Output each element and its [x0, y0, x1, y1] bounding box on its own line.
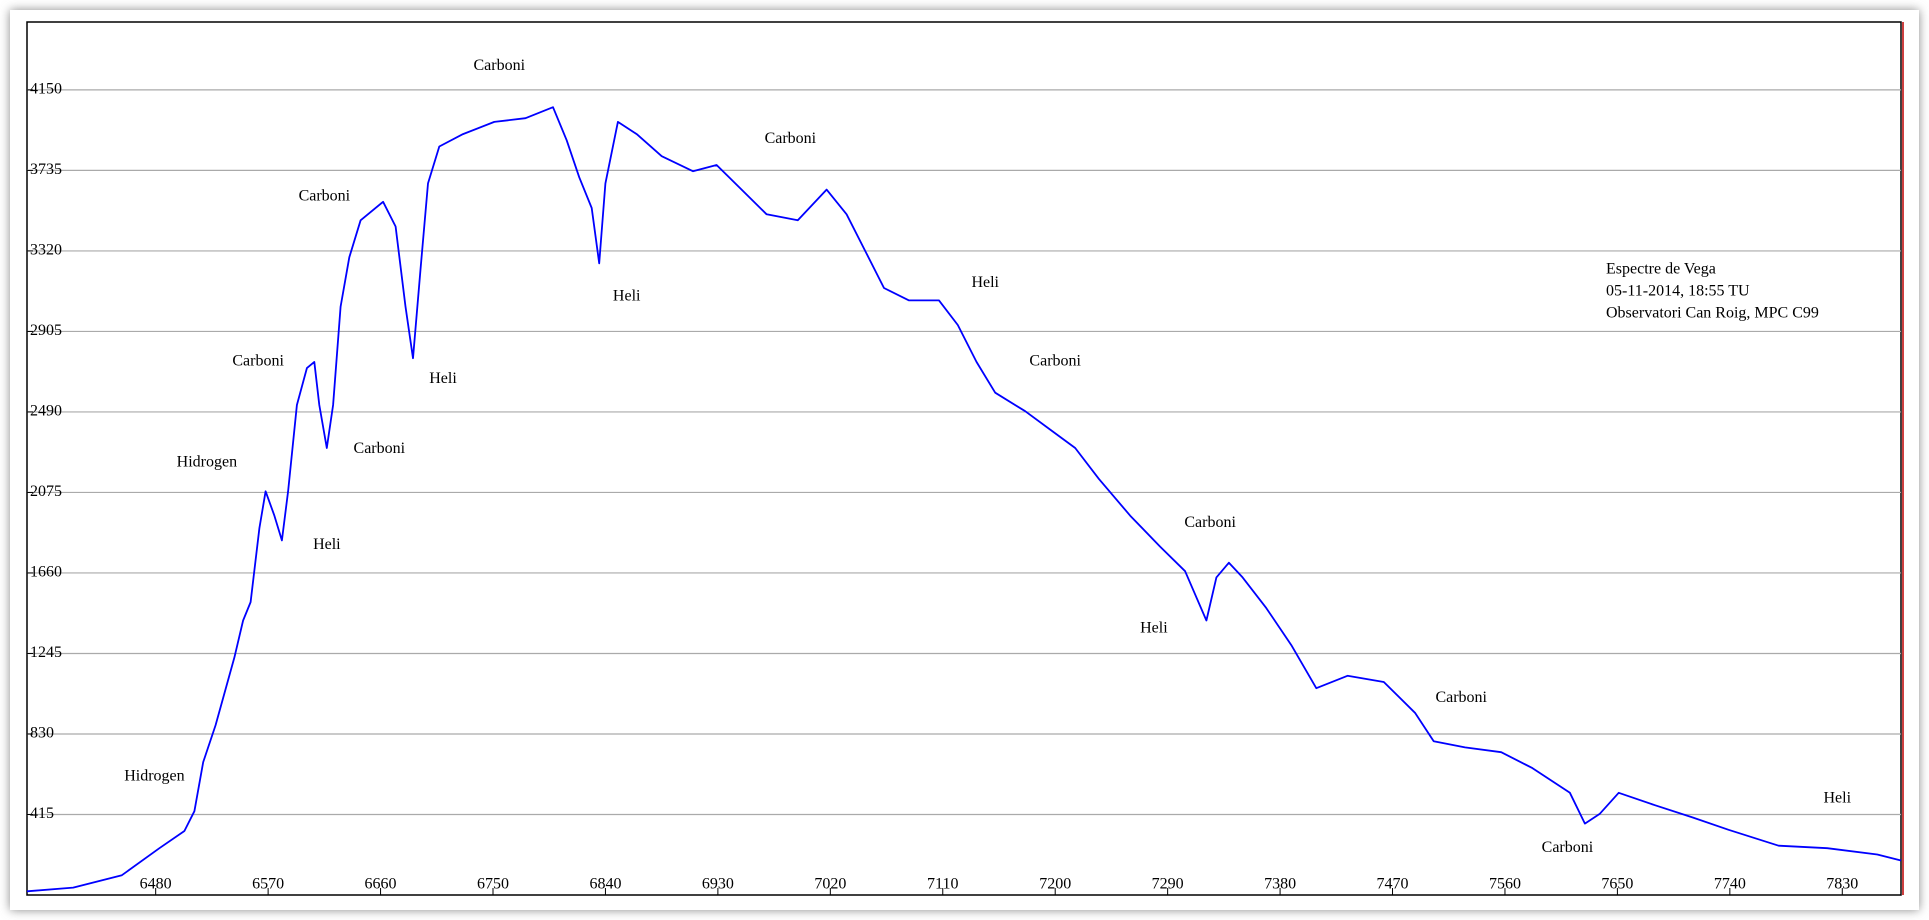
note: 05-11-2014, 18:55 TU — [1606, 283, 1750, 300]
x-tick-label: 7290 — [1152, 876, 1184, 893]
annotation: Hidrogen — [124, 768, 184, 785]
y-tick-label: 2490 — [30, 403, 62, 420]
spectrum-line — [26, 106, 1902, 893]
x-tick-label: 7380 — [1264, 876, 1296, 893]
annotation: Carboni — [765, 130, 817, 147]
x-tick-label: 7470 — [1377, 876, 1409, 893]
x-tick-label: 6480 — [140, 876, 172, 893]
annotation: Carboni — [232, 353, 284, 370]
annotation: Heli — [313, 536, 341, 553]
x-tick-label: 6660 — [365, 876, 397, 893]
annotation: Carboni — [354, 440, 406, 457]
annotation: Carboni — [299, 188, 351, 205]
note: Observatori Can Roig, MPC C99 — [1606, 305, 1819, 322]
annotation: Heli — [1140, 620, 1168, 637]
annotation: Hidrogen — [177, 454, 237, 471]
annotation: Heli — [429, 370, 457, 387]
y-tick-label: 1660 — [30, 564, 62, 581]
x-tick-label: 7020 — [814, 876, 846, 893]
annotation: Heli — [1824, 790, 1852, 807]
annotation: Heli — [971, 274, 999, 291]
y-tick-label: 3320 — [30, 242, 62, 259]
x-tick-label: 7560 — [1489, 876, 1521, 893]
y-tick-label: 3735 — [30, 161, 62, 178]
x-tick-label: 7830 — [1826, 876, 1858, 893]
y-tick-label: 4150 — [30, 81, 62, 98]
x-tick-label: 6930 — [702, 876, 734, 893]
y-tick-label: 2905 — [30, 322, 62, 339]
annotation: Heli — [613, 287, 641, 304]
y-tick-label: 830 — [30, 725, 54, 742]
note: Espectre de Vega — [1606, 261, 1716, 278]
x-tick-label: 7110 — [927, 876, 958, 893]
x-tick-label: 7650 — [1601, 876, 1633, 893]
y-tick-label: 2075 — [30, 483, 62, 500]
x-tick-label: 6840 — [589, 876, 621, 893]
x-tick-label: 6570 — [252, 876, 284, 893]
x-tick-label: 7200 — [1039, 876, 1071, 893]
annotation: Carboni — [1184, 514, 1236, 531]
annotation: Carboni — [473, 57, 525, 74]
x-tick-label: 6750 — [477, 876, 509, 893]
plot-area — [26, 21, 1902, 896]
annotation: Carboni — [1029, 353, 1081, 370]
annotation: Carboni — [1435, 689, 1487, 706]
y-tick-label: 415 — [30, 805, 54, 822]
annotation: Carboni — [1542, 839, 1594, 856]
y-tick-label: 1245 — [30, 644, 62, 661]
x-tick-label: 7740 — [1714, 876, 1746, 893]
